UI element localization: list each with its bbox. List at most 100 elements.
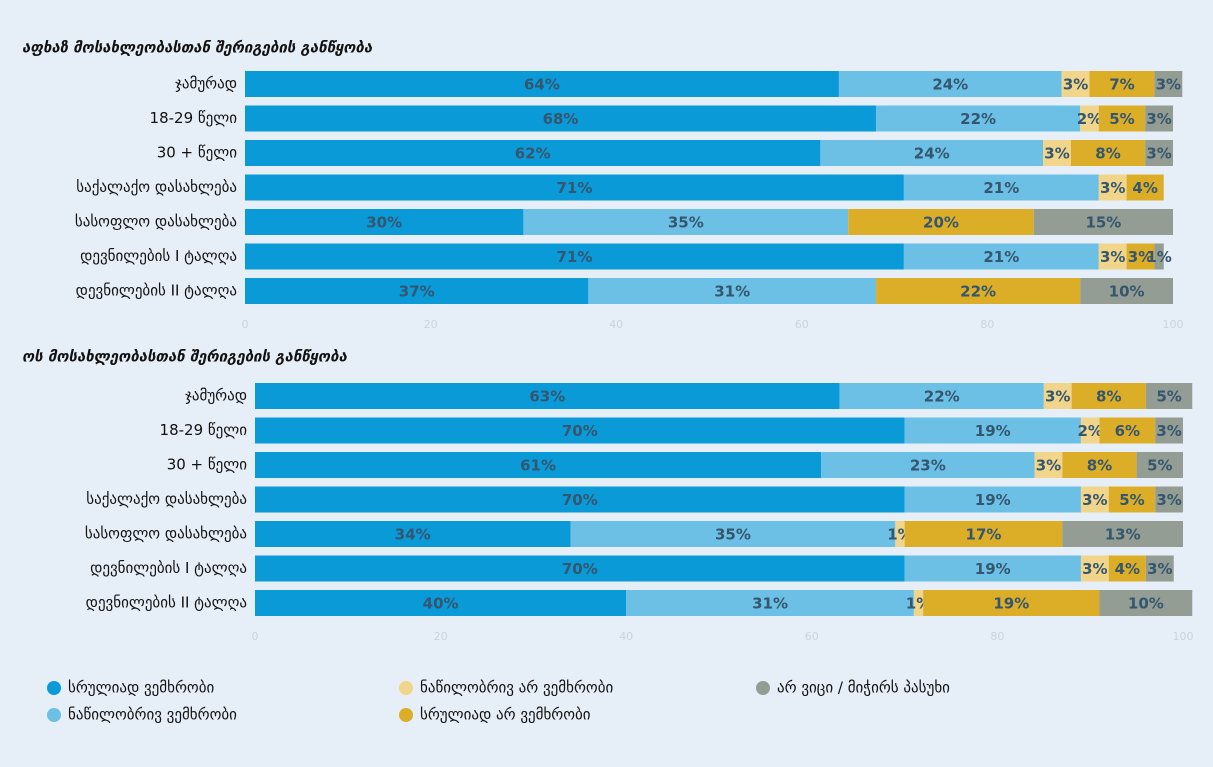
bar-segment [903, 174, 1099, 201]
bar-segment [904, 486, 1081, 513]
bar-segment [570, 521, 896, 547]
value-label: 3% [1082, 560, 1107, 578]
bar-segment [1071, 383, 1146, 409]
bar-segment [1155, 486, 1183, 513]
value-label: 3% [1044, 145, 1069, 163]
chart-title: ოს მოსახლეობასთან შერიგების განწყობა [22, 348, 348, 366]
value-label: 22% [924, 388, 960, 406]
bar-segment [255, 417, 905, 444]
value-label: 6% [1115, 422, 1140, 440]
category-label: 30 + წელი [157, 144, 238, 162]
bar-segment [245, 174, 904, 201]
legend-label: ნაწილობრივ ვემხრობი [68, 706, 237, 724]
bar-segment [904, 555, 1081, 582]
value-label: 35% [668, 214, 704, 232]
bar-segment [255, 383, 840, 409]
bar-segment [1062, 521, 1183, 547]
bar-segment [1108, 486, 1156, 513]
chart-title: აფხაზ მოსახლეობასთან შერიგების განწყობა [22, 39, 373, 57]
x-tick-label: 40 [619, 630, 633, 643]
value-label: 8% [1087, 457, 1112, 475]
value-label: 61% [520, 457, 556, 475]
bar-segment [1098, 174, 1127, 201]
bar-segment [1034, 452, 1063, 478]
value-label: 3% [1100, 248, 1125, 266]
bar-segment [904, 417, 1081, 444]
legend-label: ნაწილობრივ არ ვემხრობი [420, 679, 613, 697]
category-label: ჯამურად [185, 387, 247, 405]
bar-segment [1154, 243, 1164, 270]
bar-segment [245, 278, 589, 304]
value-label: 3% [1147, 560, 1172, 578]
value-label: 5% [1156, 388, 1181, 406]
value-label: 24% [914, 145, 950, 163]
value-label: 13% [1105, 526, 1141, 544]
category-label: საქალაქო დასახლება [76, 178, 237, 196]
value-label: 62% [515, 145, 551, 163]
bar-segment [820, 140, 1044, 166]
bar-segment [1089, 71, 1155, 97]
bar-segment [895, 521, 905, 547]
bar-segment [255, 521, 571, 547]
bar-segment [1099, 417, 1156, 444]
category-label: დევნილების II ტალღა [76, 282, 237, 300]
bar-segment [913, 590, 924, 616]
value-label: 70% [562, 491, 598, 509]
value-label: 71% [556, 248, 592, 266]
legend-marker [399, 708, 413, 722]
value-label: 70% [562, 422, 598, 440]
bar-segment [245, 243, 904, 270]
bar-segment [1098, 243, 1127, 270]
legend-label: სრულიად არ ვემხრობი [420, 706, 591, 724]
bar-segment [1043, 140, 1071, 166]
value-label: 31% [714, 283, 750, 301]
value-label: 40% [423, 595, 459, 613]
x-tick-label: 0 [242, 318, 249, 331]
bar-segment [821, 452, 1035, 478]
value-label: 3% [1156, 76, 1181, 94]
x-tick-label: 20 [434, 630, 448, 643]
bar-segment [1043, 383, 1072, 409]
bar-segment [255, 452, 822, 478]
value-label: 10% [1109, 283, 1145, 301]
value-label: 5% [1119, 491, 1144, 509]
value-label: 23% [910, 457, 946, 475]
value-label: 19% [975, 560, 1011, 578]
bar-segment [1145, 555, 1174, 582]
category-label: 30 + წელი [167, 456, 248, 474]
bar-segment [255, 555, 905, 582]
value-label: 10% [1128, 595, 1164, 613]
value-label: 19% [975, 422, 1011, 440]
bar-segment [245, 209, 524, 235]
value-label: 3% [1082, 491, 1107, 509]
value-label: 31% [752, 595, 788, 613]
bar-segment [1080, 105, 1099, 132]
bar-segment [1070, 140, 1146, 166]
bar-segment [839, 383, 1044, 409]
legend-marker [756, 681, 770, 695]
value-label: 8% [1095, 145, 1120, 163]
x-tick-label: 20 [424, 318, 438, 331]
legend-marker [399, 681, 413, 695]
x-tick-label: 0 [252, 630, 259, 643]
x-tick-label: 60 [805, 630, 819, 643]
bar-segment [1154, 71, 1183, 97]
bar-segment [1126, 174, 1164, 201]
value-label: 5% [1147, 457, 1172, 475]
x-tick-label: 80 [980, 318, 994, 331]
value-label: 3% [1146, 145, 1171, 163]
category-label: დევნილების II ტალღა [86, 594, 247, 612]
bar-segment [1098, 105, 1146, 132]
bar-segment [923, 590, 1100, 616]
x-tick-label: 80 [990, 630, 1004, 643]
bar-segment [588, 278, 877, 304]
x-tick-label: 100 [1163, 318, 1184, 331]
value-label: 30% [366, 214, 402, 232]
value-label: 35% [715, 526, 751, 544]
value-label: 71% [556, 179, 592, 197]
bar-segment [245, 71, 839, 97]
value-label: 1% [1146, 248, 1171, 266]
bar-segment [1080, 486, 1109, 513]
category-label: დევნილების I ტალღა [90, 559, 247, 577]
category-label: სასოფლო დასახლება [75, 213, 237, 231]
